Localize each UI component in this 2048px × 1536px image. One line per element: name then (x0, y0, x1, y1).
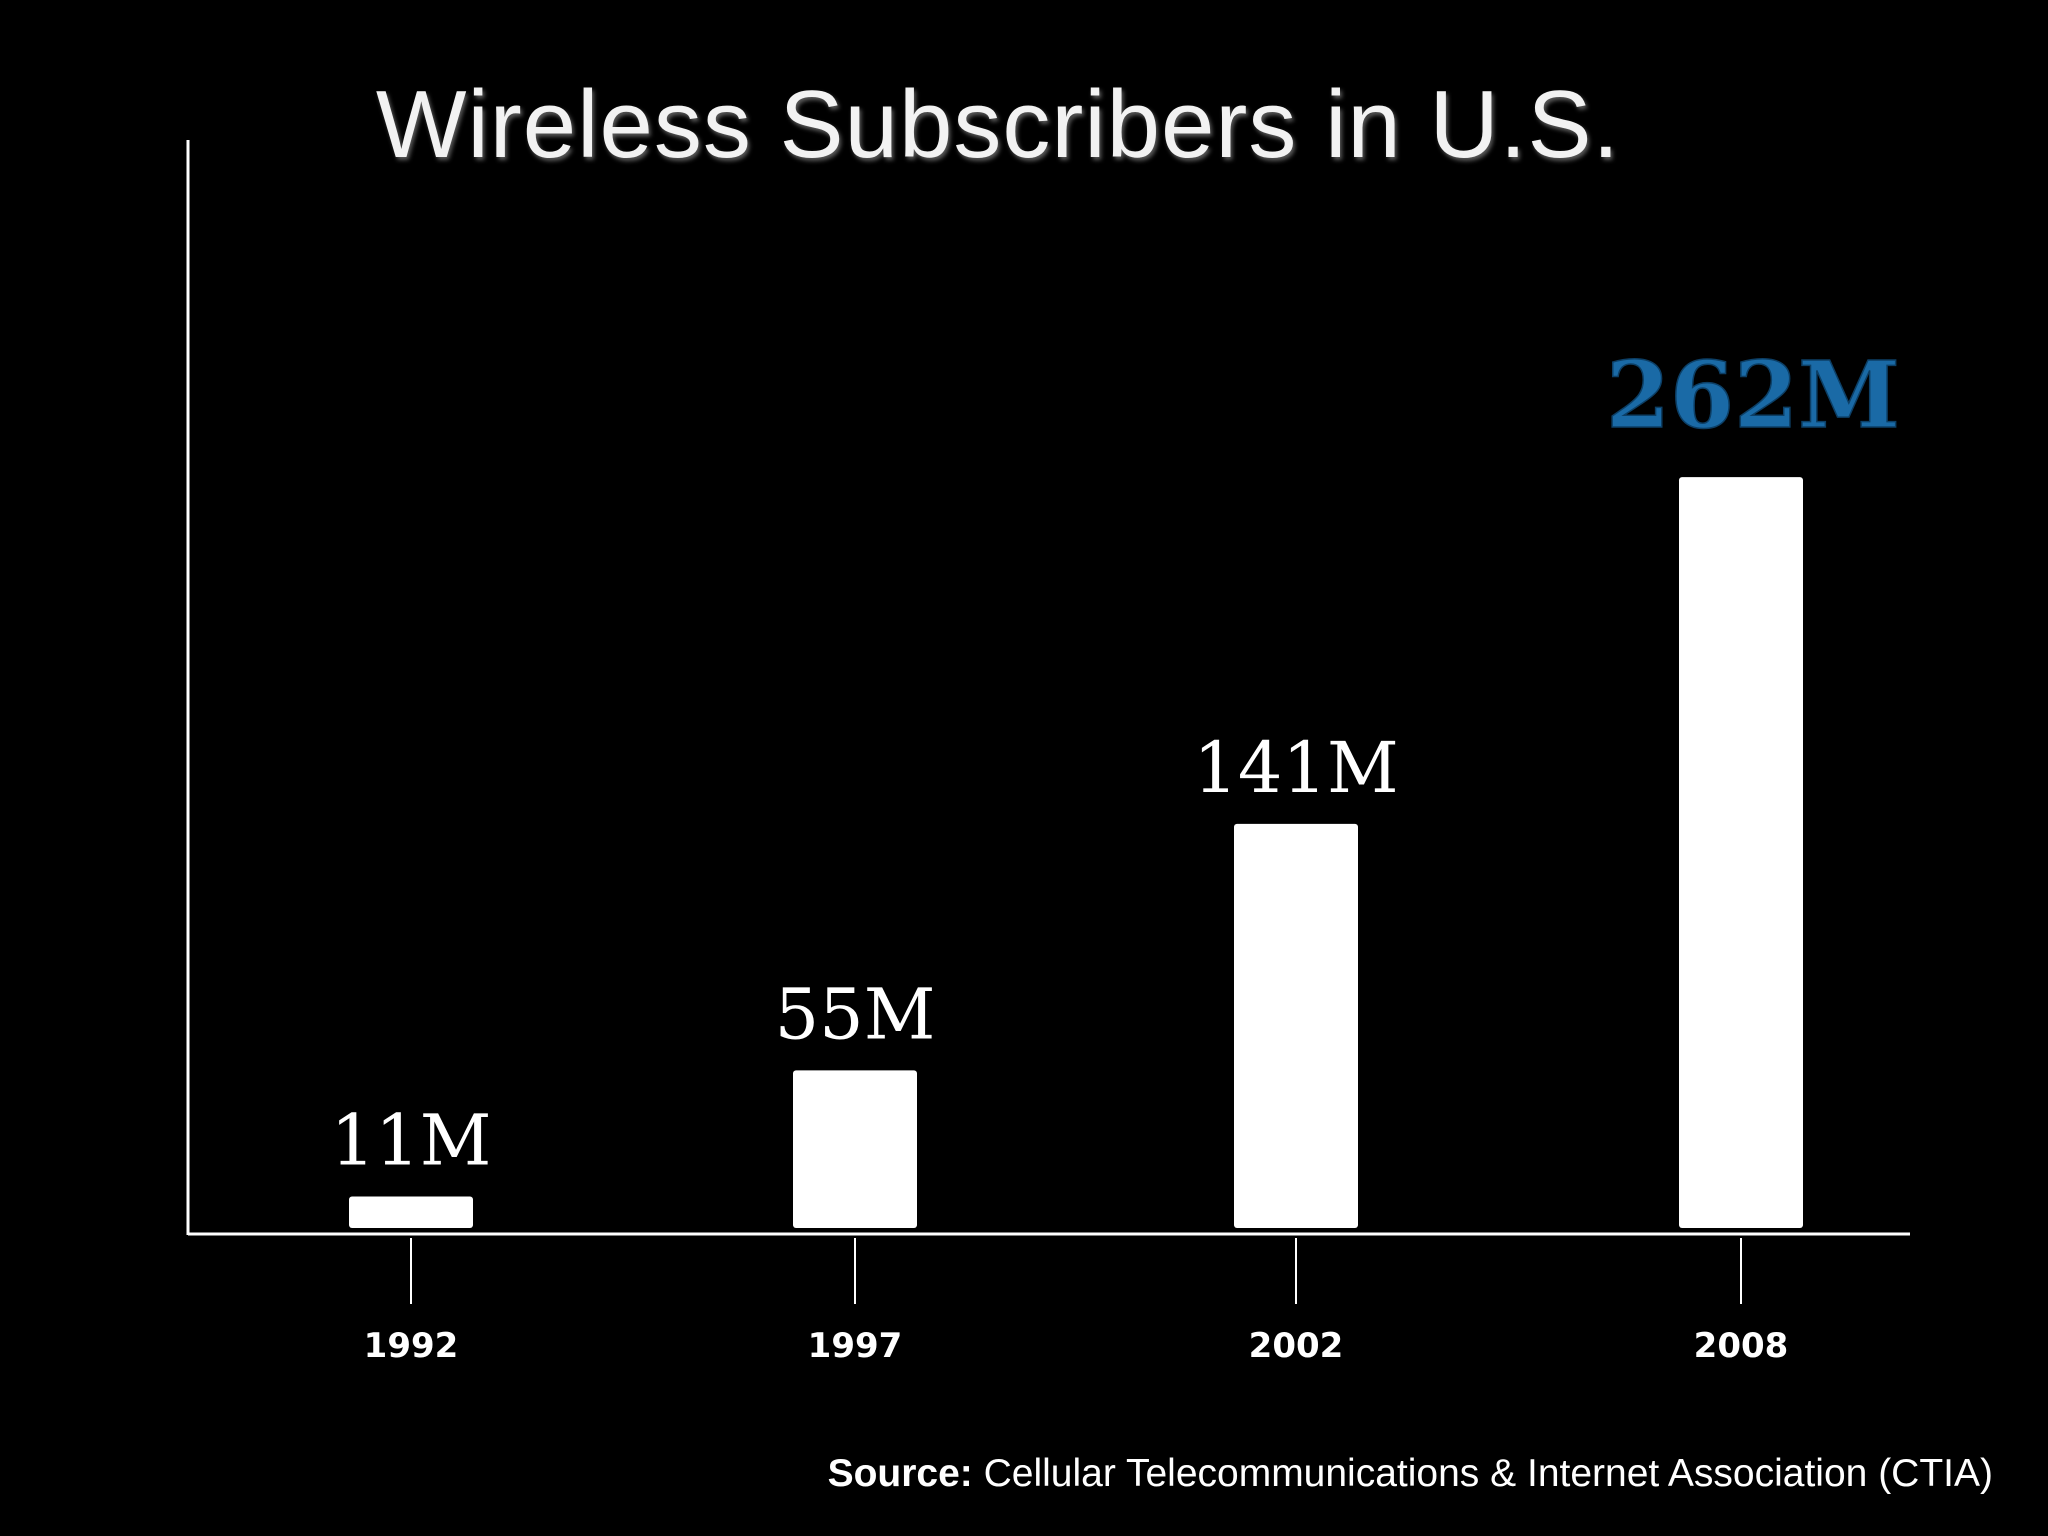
bar-1997 (793, 1070, 917, 1228)
bar-2002 (1234, 823, 1358, 1228)
bar-2008 (1679, 477, 1803, 1228)
value-label-1992: 11M (331, 1099, 492, 1181)
value-label-1997: 55M (775, 973, 936, 1055)
value-label-2002: 141M (1193, 727, 1398, 809)
source-note: Source: Cellular Telecommunications & In… (828, 1452, 1993, 1496)
value-label-2008: 262M (1606, 341, 1900, 449)
bar-1992 (349, 1196, 473, 1228)
chart-title-text: Wireless Subscribers in U.S. (375, 71, 1621, 178)
tick-label-1997: 1997 (808, 1326, 903, 1366)
bars-group: 11M 1992 55M 1997 141M 2002 262M 2008 (331, 340, 1901, 1366)
source-text: Cellular Telecommunications & Internet A… (983, 1452, 1993, 1495)
source-label: Source: (827, 1452, 973, 1495)
tick-label-1992: 1992 (364, 1326, 459, 1366)
chart-title: Wireless Subscribers in U.S. (0, 70, 2048, 180)
tick-label-2002: 2002 (1249, 1326, 1344, 1366)
tick-label-2008: 2008 (1694, 1326, 1789, 1366)
